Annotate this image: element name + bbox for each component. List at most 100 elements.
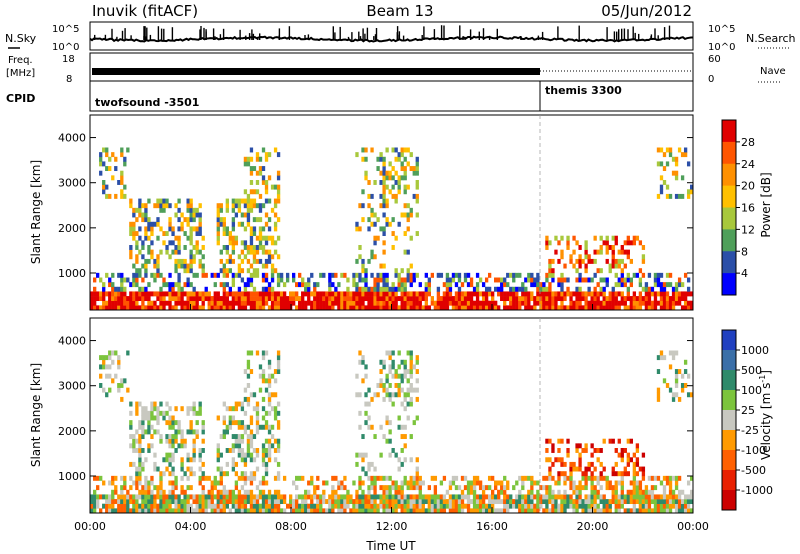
power-cell [114,166,118,172]
velocity-cell [409,355,413,361]
power-cell [204,296,208,302]
velocity-cell [563,461,567,467]
power-cell [135,277,139,283]
velocity-cell [668,480,673,486]
velocity-cell [255,485,260,491]
power-cell [391,184,395,190]
velocity-cell [632,452,637,458]
power-cell [162,207,166,213]
velocity-cell [252,499,257,505]
power-cell [189,305,193,311]
velocity-cell [276,438,281,444]
power-cell [270,286,275,292]
power-cell [216,226,220,232]
power-cell [237,221,242,227]
power-cell [481,282,486,288]
power-cell [614,291,618,297]
velocity-cell [620,503,624,509]
velocity-cell [533,508,537,514]
velocity-cell [602,475,606,481]
power-cell [506,282,510,288]
velocity-cell [448,499,453,505]
velocity-cell [273,392,278,398]
power-cell [551,258,555,264]
power-cell [647,305,652,311]
velocity-cell [548,438,552,444]
velocity-cell [252,475,257,481]
velocity-cell [382,485,386,491]
power-cell [641,245,646,250]
power-cell [346,277,350,283]
power-cell [298,300,302,306]
velocity-cell [171,480,175,486]
power-cell [325,296,329,302]
power-cell [285,300,290,306]
power-cell [301,291,305,297]
velocity-cell [602,508,606,514]
velocity-cell [334,494,338,500]
velocity-cell [632,489,637,495]
velocity-cell [147,489,151,495]
velocity-cell [99,494,103,500]
velocity-cell [117,503,121,509]
power-cell [264,198,269,204]
velocity-cell [237,434,242,440]
power-cell [478,277,483,283]
velocity-cell [659,355,664,361]
velocity-cell [433,508,438,514]
velocity-cell [448,485,453,491]
power-cell [102,184,106,190]
velocity-cell [192,494,196,500]
velocity-cell [141,499,145,505]
power-cell [270,207,275,213]
power-cell [656,147,661,153]
power-cell [340,291,344,297]
power-cell [367,258,371,264]
velocity-cell [382,359,386,365]
power-cell [569,305,573,311]
velocity-cell [491,489,495,495]
velocity-cell [225,499,229,505]
power-colorbar-tick-label: 20 [741,180,755,193]
velocity-cell [611,471,615,477]
velocity-cell [584,475,588,481]
velocity-cell [261,443,266,449]
velocity-cell [566,452,570,458]
power-cell [665,305,670,311]
velocity-cell [261,457,266,463]
power-cell [572,249,576,255]
power-cell [674,296,679,302]
power-cell [120,193,124,199]
velocity-cell [249,452,254,458]
power-cell [276,170,281,176]
velocity-cell [237,503,242,509]
power-cell [225,291,229,297]
velocity-cell [388,503,392,509]
velocity-cell [355,452,359,458]
power-cell [494,286,498,292]
power-cell [138,305,142,311]
velocity-cell [171,508,175,514]
power-cell [246,198,251,204]
velocity-cell [180,438,184,444]
power-cell [659,291,664,297]
velocity-cell [382,364,386,370]
velocity-cell [403,396,407,402]
velocity-cell [584,443,588,449]
velocity-cell [240,420,245,426]
velocity-cell [340,508,344,514]
velocity-cell [439,494,444,500]
velocity-cell [379,424,383,430]
power-cell [171,305,175,311]
power-cell [521,286,525,292]
power-cell [234,291,239,297]
power-cell [346,296,350,302]
power-cell [668,147,673,153]
velocity-cell [225,494,229,500]
power-cell [213,291,217,297]
power-cell [147,258,151,264]
power-cell [382,184,386,190]
velocity-cell [466,499,471,505]
velocity-cell [409,508,413,514]
